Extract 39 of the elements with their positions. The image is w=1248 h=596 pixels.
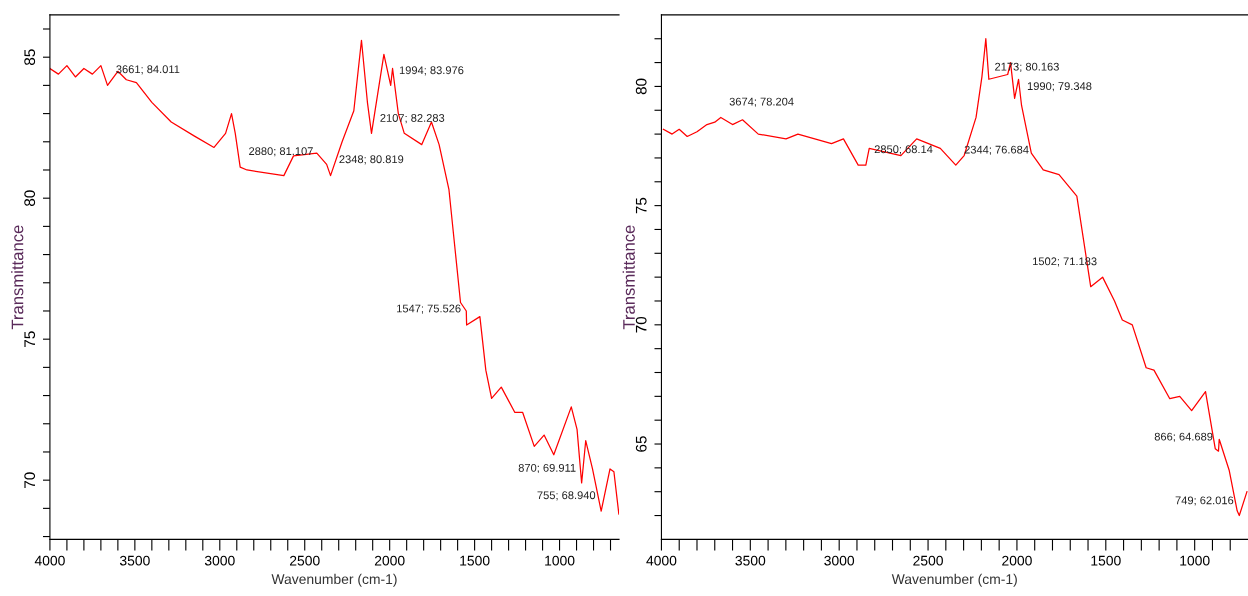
y-axis-title: Transmittance bbox=[622, 225, 635, 330]
annotation: 2348; 80.819 bbox=[339, 155, 404, 165]
x-tick-label: 2500 bbox=[289, 555, 320, 566]
annotation: 3674; 78.204 bbox=[729, 97, 794, 107]
x-tick-label: 1000 bbox=[545, 555, 575, 566]
x-tick-label: 4000 bbox=[646, 555, 677, 566]
x-tick-label: 2000 bbox=[1002, 555, 1032, 566]
y-tick-label: 70 bbox=[635, 316, 647, 333]
x-tick-label: 4000 bbox=[34, 555, 65, 566]
annotation: 755; 68.940 bbox=[537, 491, 596, 501]
x-axis-title: Wavenumber (cm-1) bbox=[271, 573, 397, 587]
x-tick-label: 1000 bbox=[1180, 555, 1210, 566]
annotation: 2880; 81.107 bbox=[249, 147, 313, 157]
annotation: 1547; 75.526 bbox=[397, 304, 461, 314]
annotation: 870; 69.911 bbox=[518, 463, 576, 474]
y-tick-label: 75 bbox=[635, 197, 647, 214]
line-series bbox=[662, 38, 1248, 517]
annotation: 1994; 83.976 bbox=[399, 66, 464, 76]
x-tick-label: 2500 bbox=[913, 555, 943, 566]
y-tick-label: 80 bbox=[635, 78, 647, 95]
y-axis-title: Transmittance bbox=[11, 225, 24, 330]
annotation: 3661; 84.011 bbox=[116, 65, 180, 75]
y-tick-label: 65 bbox=[635, 436, 647, 452]
y-tick-label: 80 bbox=[24, 190, 36, 207]
line-series bbox=[49, 39, 620, 515]
y-tick-label: 75 bbox=[24, 331, 36, 347]
annotation: 749; 62.016 bbox=[1175, 496, 1234, 506]
x-axis-title: Wavenumber (cm-1) bbox=[891, 573, 1017, 587]
annotation: 1990; 79.348 bbox=[1027, 82, 1092, 92]
x-tick-label: 3500 bbox=[119, 555, 150, 566]
x-tick-label: 2000 bbox=[374, 555, 405, 566]
y-tick-label: 85 bbox=[24, 49, 36, 66]
x-tick-label: 1500 bbox=[460, 555, 490, 566]
x-tick-label: 1500 bbox=[1091, 555, 1121, 566]
y-tick-label: 70 bbox=[24, 472, 36, 488]
x-tick-label: 3000 bbox=[824, 555, 855, 566]
x-tick-label: 3000 bbox=[204, 555, 235, 566]
annotation: 866; 64.689 bbox=[1154, 432, 1213, 442]
x-tick-label: 3500 bbox=[735, 555, 766, 566]
